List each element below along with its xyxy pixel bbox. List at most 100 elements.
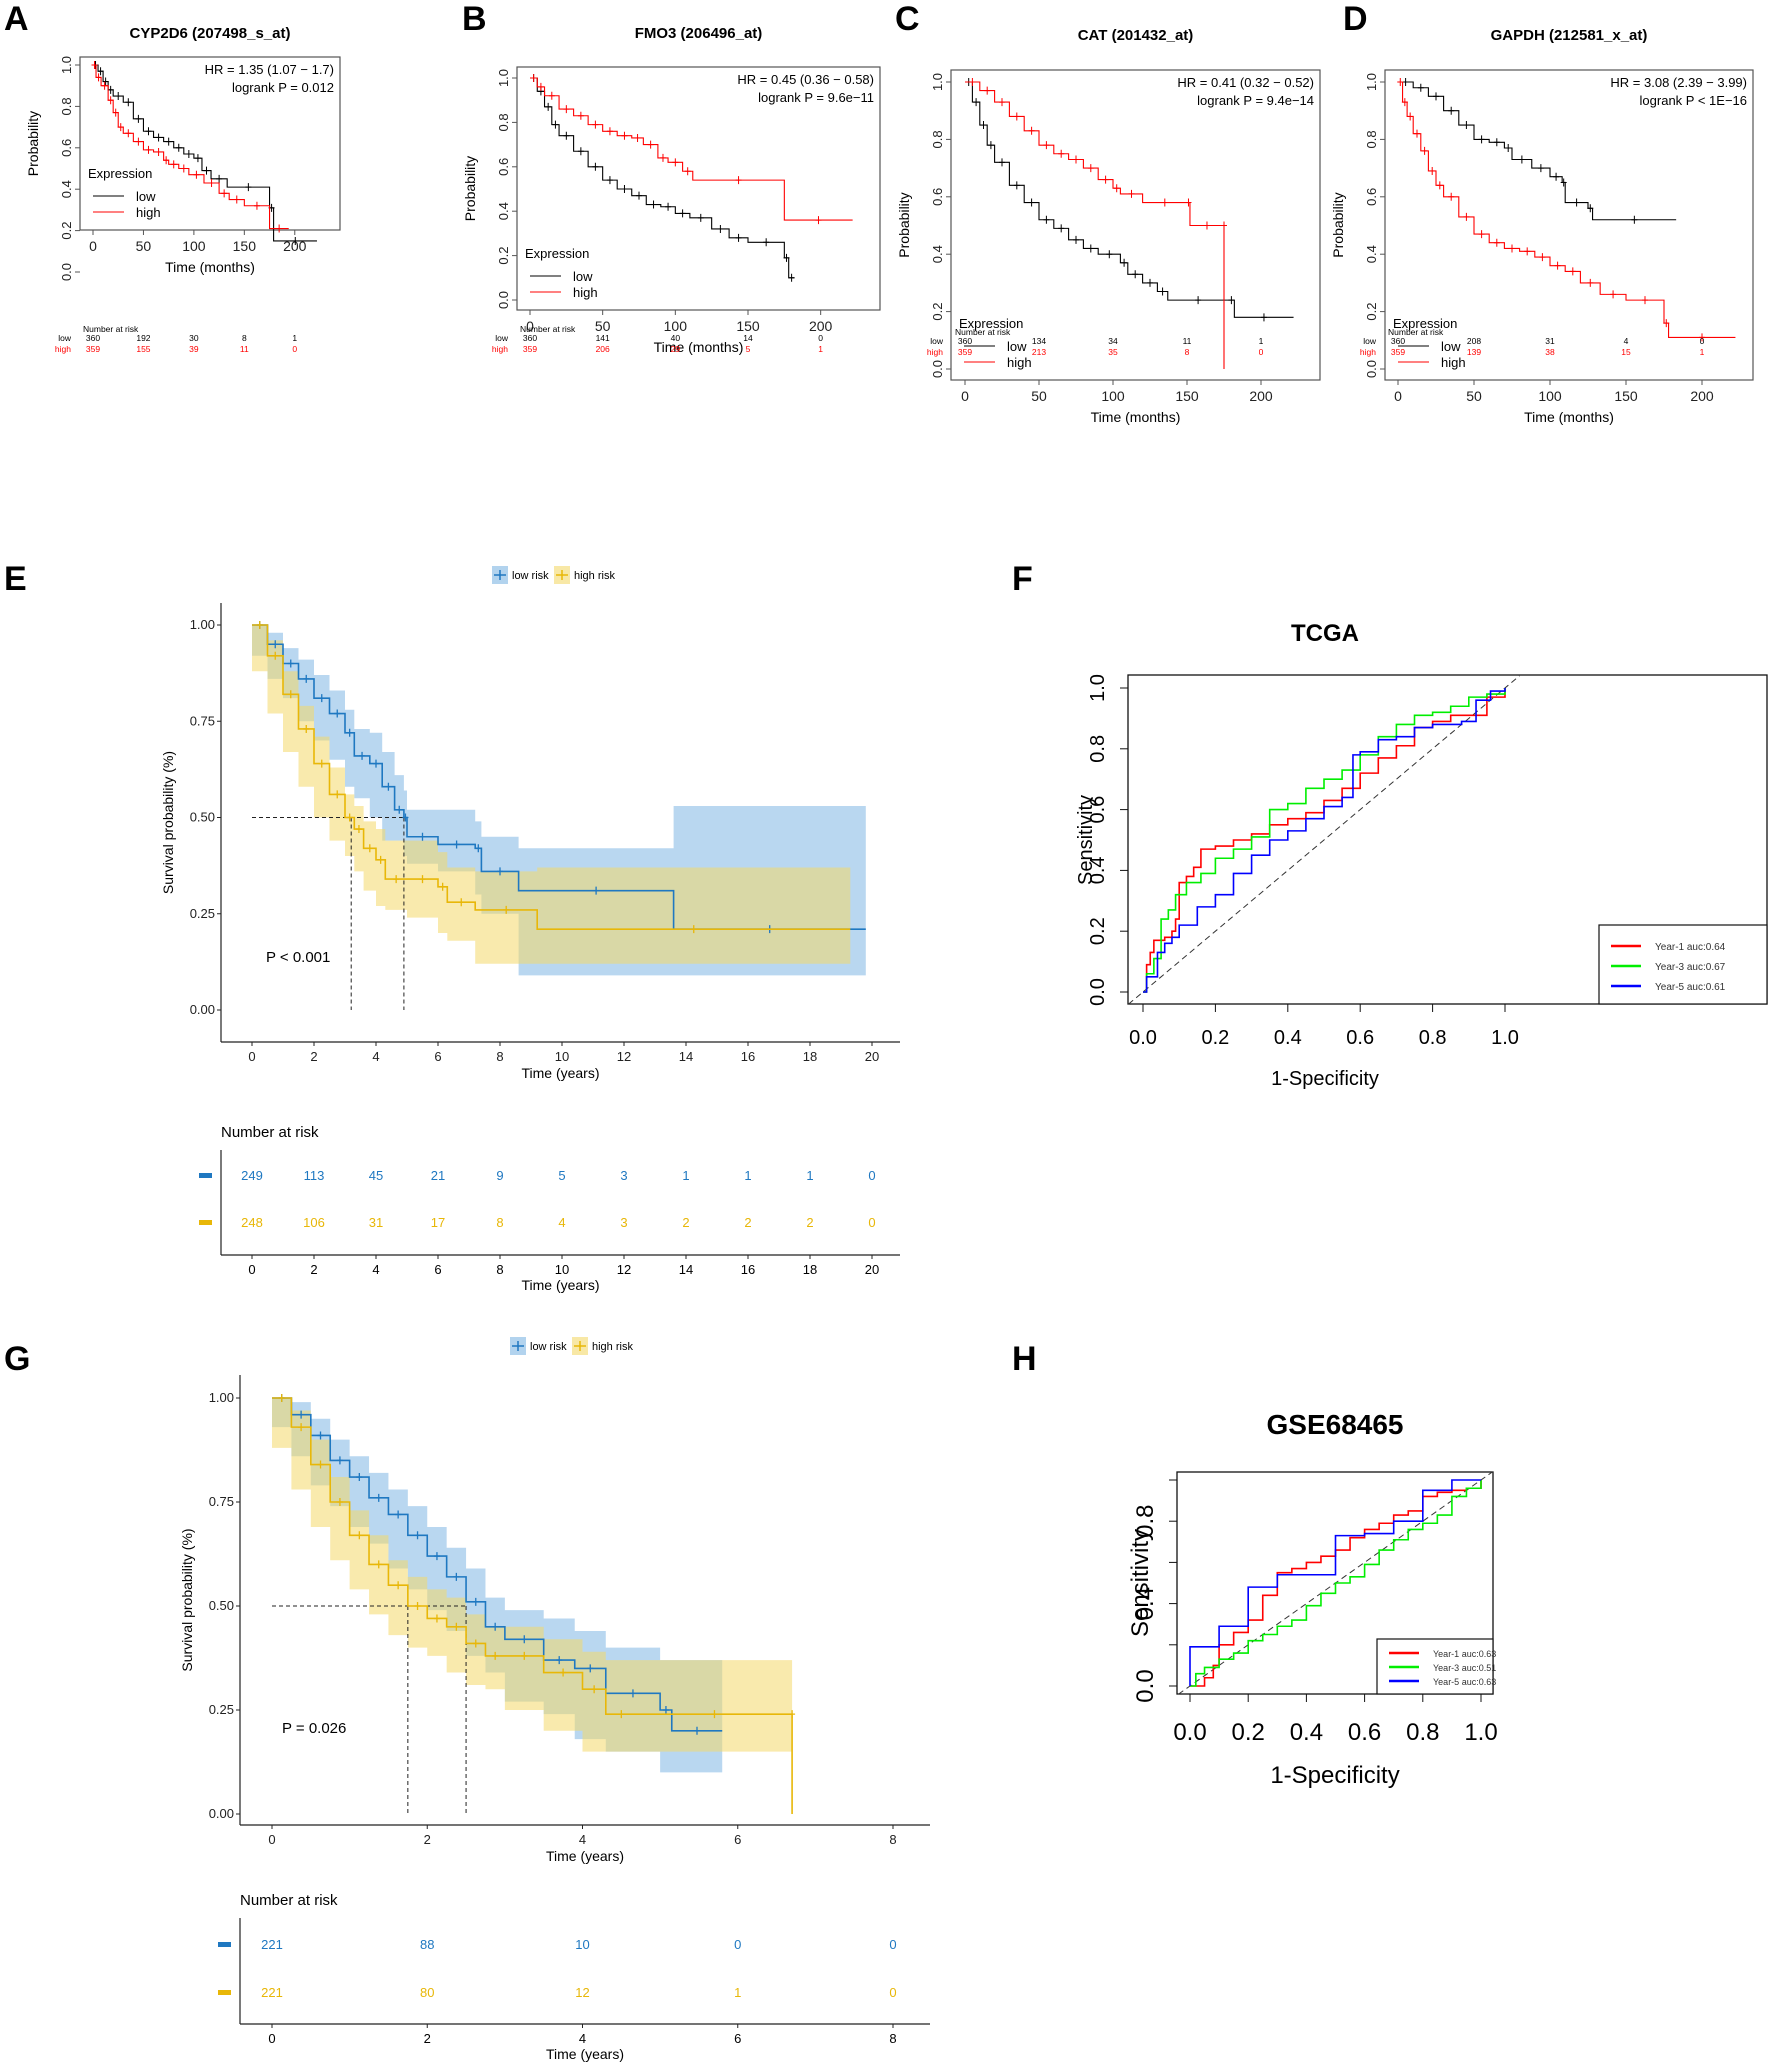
censor-mark [1028,198,1035,207]
risk-row-label: high [55,344,71,354]
y-tick-label: 0.2 [930,303,945,321]
risk-value: 248 [241,1215,263,1230]
legend-marker-icon [556,570,568,580]
x-tick-label: 0.2 [1201,1027,1229,1049]
censor-mark [984,86,991,95]
risk-value: 31 [369,1215,383,1230]
panel-f: TCGA 0.0 0.2 0.4 0.6 0.8 1.0 0.0 0.2 0.4 0.6 0.8 1.0… [1075,620,1768,1090]
logrank-p-label: logrank P = 0.012 [232,80,334,95]
panel-label-c: C [895,0,920,38]
risk-value: 21 [431,1168,445,1183]
x-tick-label: 0 [248,1262,255,1277]
censor-mark [545,102,552,111]
risk-value: 17 [431,1215,445,1230]
censor-mark [395,1510,402,1519]
plot-frame [1384,69,1754,381]
x-tick-label: 0.2 [1232,1719,1265,1746]
censor-mark [1505,144,1512,153]
censor-mark [433,1614,440,1623]
censor-mark [1102,175,1109,184]
y-tick-label: 0.4 [496,202,511,220]
censor-mark [650,200,657,209]
risk-value: 45 [369,1168,383,1183]
risk-value: 11 [240,344,249,354]
x-tick-label: 50 [136,238,152,254]
censor-mark [346,728,353,737]
risk-value: 0 [1700,336,1705,346]
risk-row-swatch [218,1942,231,1947]
legend-marker-icon [574,1341,586,1351]
x-tick-label: 150 [1175,388,1199,404]
censor-mark [278,1394,285,1402]
censor-mark [298,1423,305,1432]
censor-mark [647,140,654,149]
x-axis-label: Time (months) [1091,409,1181,425]
x-axis-label: Time (years) [521,1065,599,1081]
risk-value: 88 [420,1937,434,1952]
risk-value: 359 [86,344,100,354]
legend-box [1598,924,1768,1005]
x-tick-label: 8 [496,1049,503,1064]
y-axis-label: Probability [1330,192,1346,257]
censor-mark [697,213,704,222]
km-curve-high-risk [272,1397,793,1814]
censor-mark [303,724,310,733]
risk-table-header: Number at risk [955,327,1011,337]
km-curve-low-risk [252,624,866,930]
x-tick-label: 20 [865,1262,879,1277]
risk-value: 141 [596,333,610,343]
censor-mark [458,898,465,907]
censor-mark [973,98,980,107]
x-tick-label: 0.0 [1173,1719,1206,1746]
censor-mark [815,216,822,225]
panel-label-h: H [1012,1340,1037,1378]
y-tick-label: 1.0 [930,73,945,91]
censor-mark [334,709,341,718]
y-axis-label: Probability [462,156,478,221]
risk-row-label: high [927,347,943,357]
censor-mark [155,147,162,156]
censor-mark [1221,221,1227,230]
censor-mark [999,98,1005,107]
censor-mark [969,78,976,86]
censor-mark [1433,92,1439,101]
risk-value: 0 [818,333,823,343]
censor-mark [1407,112,1414,121]
x-tick-label: 0 [526,318,534,334]
legend-label-high: high [1441,355,1466,370]
km-curve-high-risk [252,624,851,930]
panel-label-g: G [4,1340,31,1378]
y-tick-label: 1.00 [209,1390,234,1405]
censor-mark [1663,319,1670,328]
censor-mark [1260,313,1267,322]
panel-g: low risk high risk 0.00 0.25 0.50 0.75 1.00 0 2 4… [179,1337,930,2062]
risk-value: 29 [671,344,681,354]
logrank-p-label: logrank P < 1E−16 [1640,93,1747,108]
censor-mark [521,1635,528,1644]
risk-row-swatch [199,1220,212,1225]
risk-value: 2 [744,1215,751,1230]
censor-mark [165,137,172,146]
censor-mark [693,1726,700,1735]
risk-value: 8 [496,1215,503,1230]
roc-curve-year-3 [1190,1480,1482,1687]
x-tick-label: 100 [664,318,688,334]
censor-mark [115,92,122,101]
censor-mark [1043,141,1050,150]
censor-mark [336,1498,343,1506]
censor-mark [433,1552,440,1561]
y-tick-label: 0.8 [930,130,945,148]
censor-mark [317,1431,324,1440]
risk-value: 0 [889,1985,896,2000]
censor-mark [175,143,182,152]
y-tick-label: 0.0 [496,291,511,309]
x-tick-label: 6 [734,2031,741,2046]
y-tick-label: 0.8 [496,113,511,131]
hazard-ratio-label: HR = 0.41 (0.32 − 0.52) [1177,75,1314,90]
x-tick-label: 150 [736,318,760,334]
legend-title: Expression [959,316,1023,331]
y-tick-label: 0.50 [209,1598,234,1613]
risk-row-label: low [930,336,944,346]
censor-mark [256,621,263,629]
